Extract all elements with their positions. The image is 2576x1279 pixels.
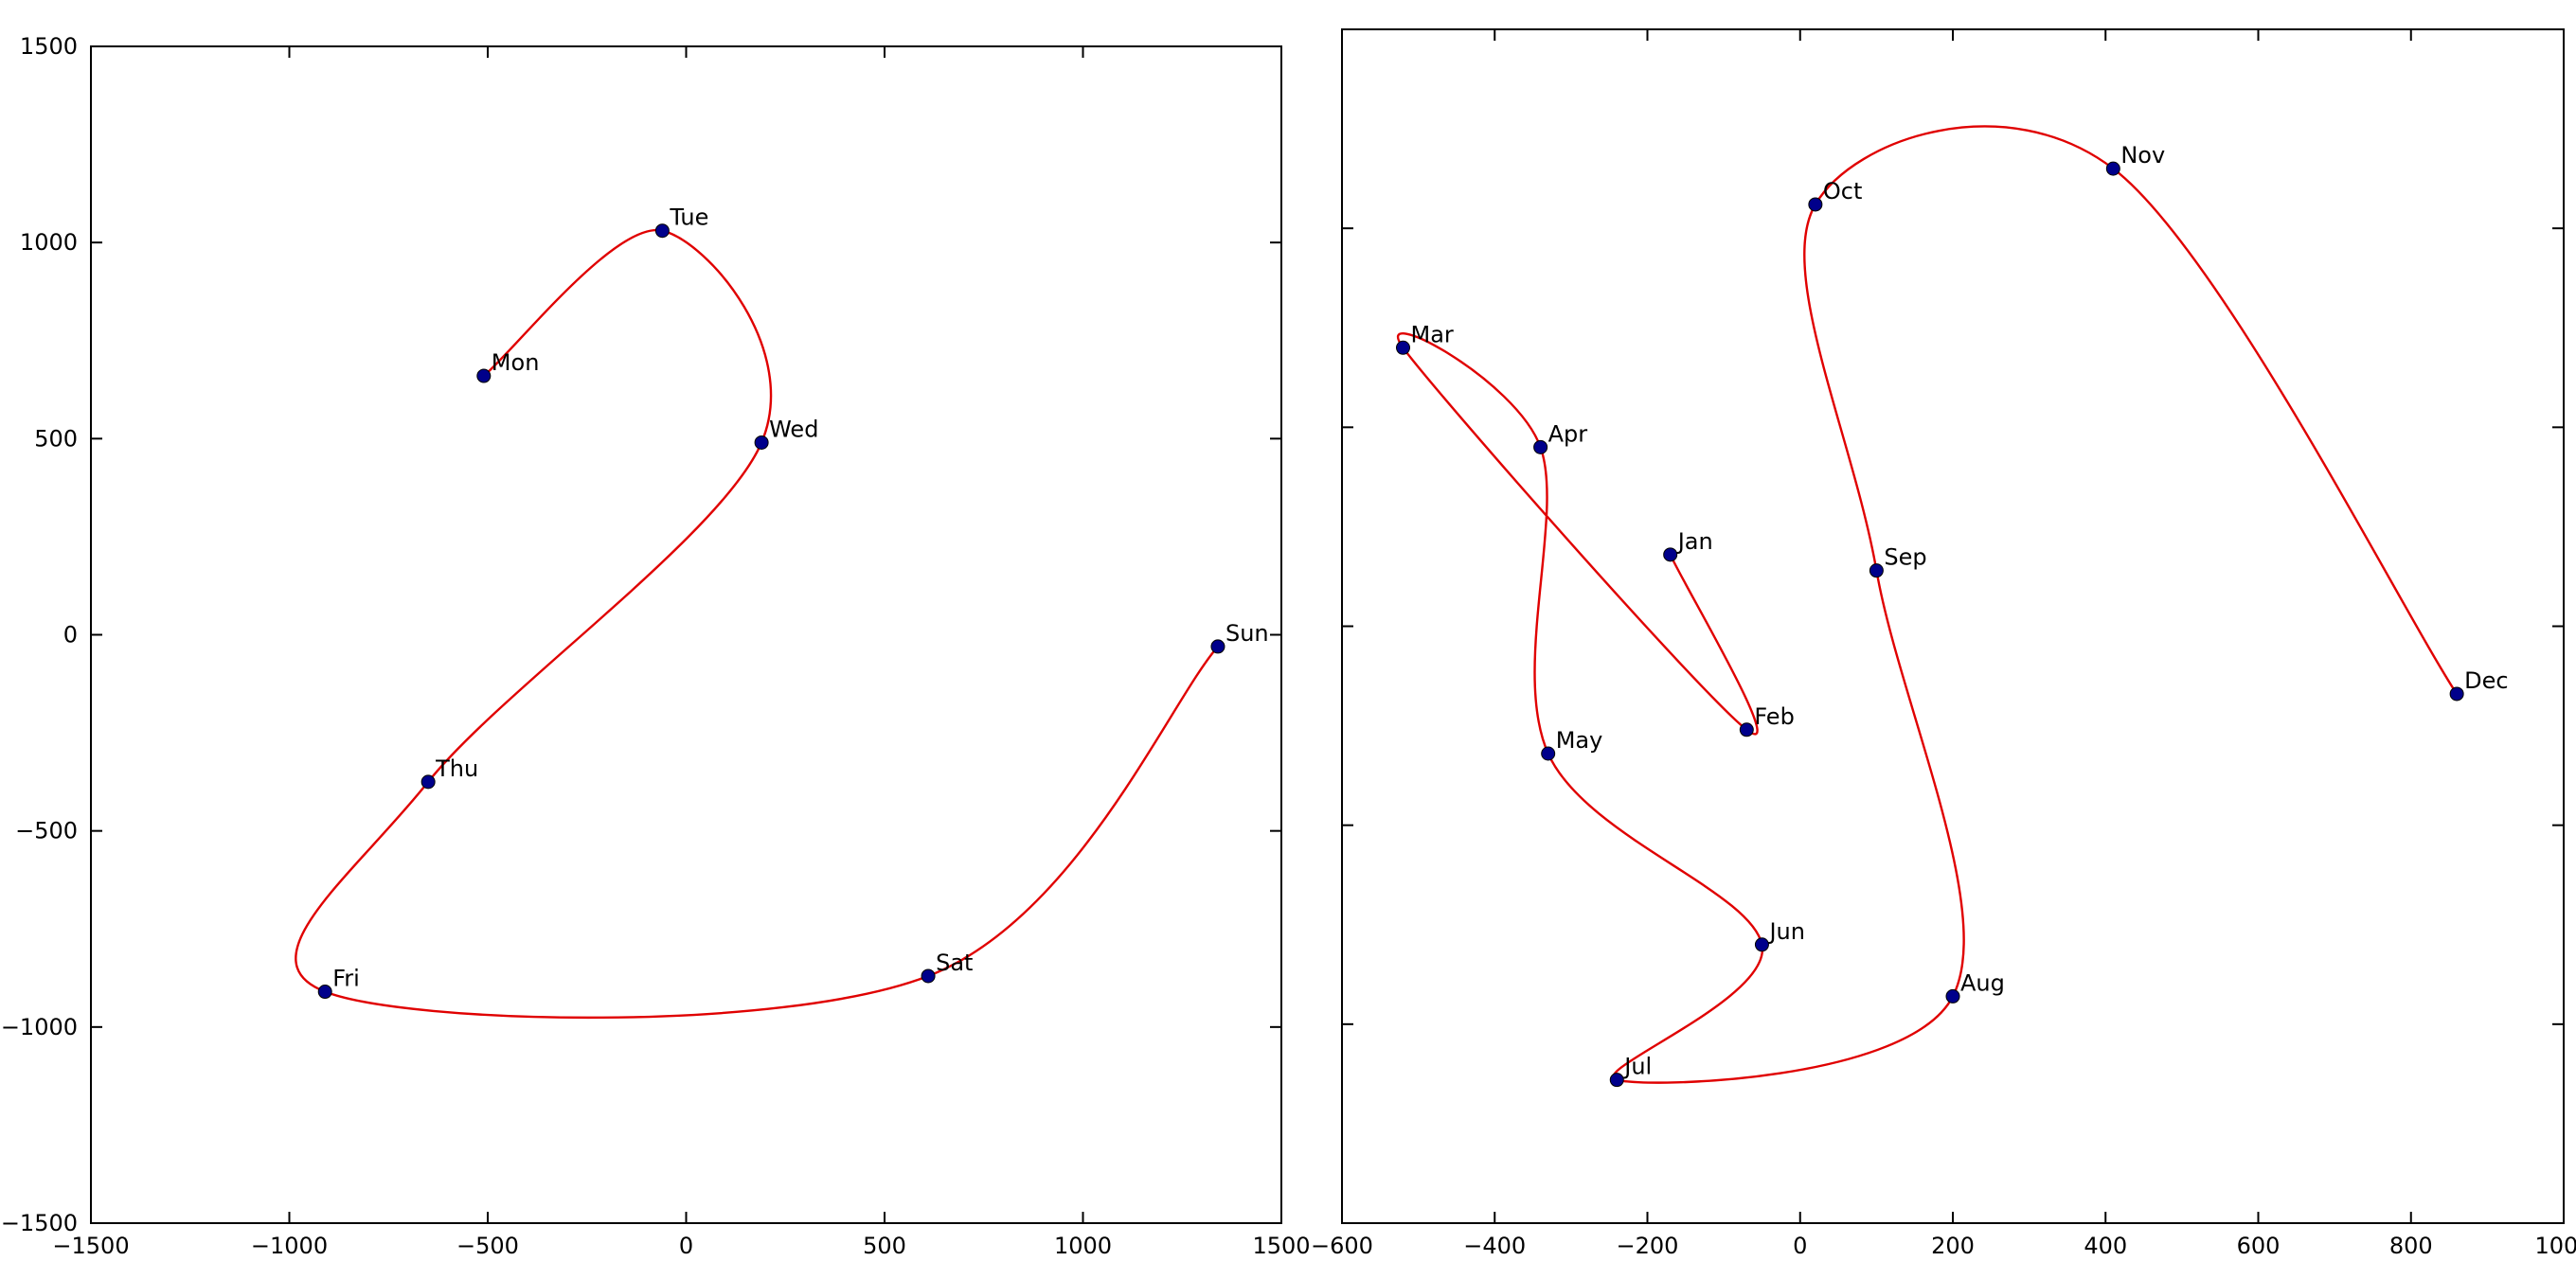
months-plot: −600 −400 −200 0 200 400 600 800 1000 Jan Feb Mar Ap… xyxy=(1311,28,2576,1259)
x-tick-label: −200 xyxy=(1617,1233,1679,1259)
data-point-label: Oct xyxy=(1823,178,1863,204)
x-tick-label: 0 xyxy=(679,1233,693,1259)
data-point-label: Dec xyxy=(2464,667,2508,694)
data-point-label: Thu xyxy=(435,755,478,782)
weekdays-plot: −1500 −1000 −500 0 500 1000 1500 −1500 −1000 −500… xyxy=(1,33,1311,1259)
x-tick-label: 400 xyxy=(2084,1233,2127,1259)
data-point-label: Jun xyxy=(1767,918,1805,945)
data-point-marker xyxy=(654,223,670,239)
x-tick-label: 200 xyxy=(1931,1233,1975,1259)
data-point-label: Sep xyxy=(1884,544,1926,571)
data-point-label: Apr xyxy=(1548,420,1588,447)
data-point-marker xyxy=(1869,563,1884,578)
data-point-label: Sat xyxy=(936,950,973,976)
data-point-label: Fri xyxy=(332,966,360,992)
data-point-marker xyxy=(1533,439,1548,454)
data-point-marker xyxy=(1609,1073,1624,1088)
y-tick-label: −1500 xyxy=(1,1210,78,1236)
data-point-label: May xyxy=(1556,727,1603,754)
data-point-label: Wed xyxy=(769,416,818,442)
x-tick-label: 600 xyxy=(2237,1233,2281,1259)
y-tick-label: −500 xyxy=(15,818,78,844)
y-tick-label: 0 xyxy=(63,622,78,648)
y-tick-label: −1000 xyxy=(1,1014,78,1040)
data-point-marker xyxy=(921,968,936,984)
data-point-label: Jul xyxy=(1622,1054,1652,1080)
x-tick-label: 0 xyxy=(1793,1233,1807,1259)
data-point-marker xyxy=(1945,988,1960,1004)
data-point-label: Sun xyxy=(1225,620,1269,647)
data-point-marker xyxy=(2449,686,2464,702)
data-point-marker xyxy=(420,774,436,790)
data-point-marker xyxy=(1396,340,1410,355)
y-tick-label: 500 xyxy=(34,425,78,452)
x-tick-label: −400 xyxy=(1463,1233,1526,1259)
x-tick-label: 1500 xyxy=(1252,1233,1310,1259)
data-point-label: Aug xyxy=(1960,969,2005,996)
data-point-marker xyxy=(1754,937,1769,952)
data-point-marker xyxy=(2105,161,2120,176)
data-point-marker xyxy=(317,985,332,1000)
x-tick-label: 1000 xyxy=(2534,1233,2576,1259)
y-tick-label: 1000 xyxy=(20,229,78,256)
x-tick-label: 1000 xyxy=(1054,1233,1112,1259)
data-point-label: Nov xyxy=(2120,142,2165,169)
data-point-marker xyxy=(1210,639,1225,654)
x-tick-label: −500 xyxy=(456,1233,519,1259)
spline-curve xyxy=(1396,125,2459,1084)
x-tick-label: 500 xyxy=(863,1233,906,1259)
y-tick-label: 1500 xyxy=(20,33,78,60)
data-point-marker xyxy=(754,435,769,450)
data-point-marker xyxy=(1541,746,1556,761)
data-point-label: Jan xyxy=(1676,528,1713,555)
data-point-marker xyxy=(1663,547,1678,562)
data-point-marker xyxy=(476,368,492,383)
spline-curve xyxy=(295,228,1220,1020)
x-tick-label: −1500 xyxy=(52,1233,129,1259)
data-point-label: Mar xyxy=(1411,321,1454,347)
x-tick-label: −600 xyxy=(1311,1233,1373,1259)
x-tick-label: 800 xyxy=(2389,1233,2433,1259)
axes-box xyxy=(1341,28,2565,1224)
data-point-label: Mon xyxy=(492,349,540,376)
data-point-label: Feb xyxy=(1754,703,1795,730)
data-point-label: Tue xyxy=(669,204,708,231)
x-tick-label: −1000 xyxy=(251,1233,328,1259)
data-point-marker xyxy=(1808,197,1823,212)
data-point-marker xyxy=(1739,722,1754,737)
